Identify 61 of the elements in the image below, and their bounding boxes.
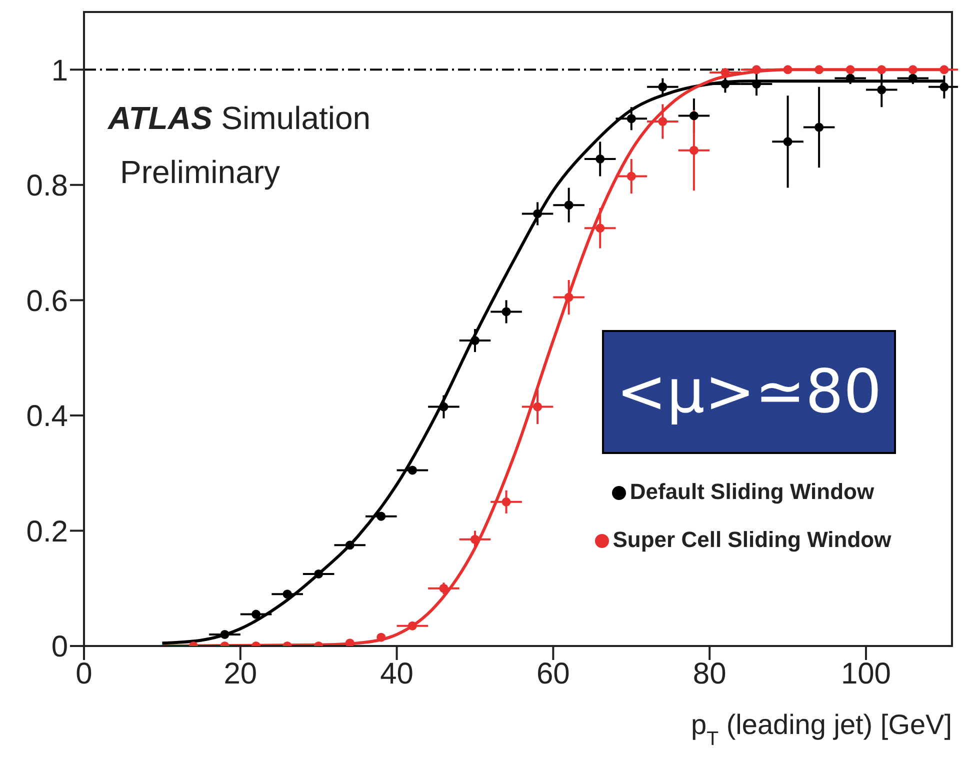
x-tick-label: 60 [536, 657, 570, 690]
point [470, 336, 480, 346]
x-tick-label: 20 [224, 657, 258, 690]
point [689, 146, 698, 155]
y-tick-label: 0 [51, 630, 68, 664]
point [908, 65, 918, 74]
point [376, 512, 386, 521]
point [408, 466, 417, 475]
point [877, 85, 886, 94]
y-tick-label: 0.4 [26, 400, 68, 434]
point [626, 172, 636, 181]
point [940, 65, 949, 74]
annotation: Preliminary [120, 154, 280, 191]
point [752, 65, 762, 74]
y-tick-label: 0.2 [26, 515, 68, 548]
point [689, 111, 698, 120]
point [720, 80, 730, 89]
point [783, 65, 792, 74]
point [376, 632, 386, 642]
point [658, 82, 668, 92]
y-tick-label: 0.6 [26, 284, 68, 318]
y-tick-label: 1 [51, 54, 68, 88]
point [814, 122, 824, 132]
point [596, 224, 605, 233]
x-tick-label: 100 [840, 657, 892, 690]
point [814, 65, 824, 74]
point [596, 154, 605, 164]
point [940, 82, 949, 92]
x-tick-label: 80 [692, 657, 726, 690]
x-tick-label: 0 [76, 657, 92, 690]
x-tick-label: 40 [380, 657, 414, 690]
point [470, 534, 480, 544]
point [626, 114, 636, 124]
point [345, 638, 354, 646]
legend-label: Default Sliding Window [630, 479, 874, 504]
point [345, 540, 354, 550]
point [502, 497, 511, 506]
point [564, 292, 574, 302]
annotation: <μ>≃80 [602, 330, 896, 454]
point [252, 610, 261, 619]
point [533, 402, 542, 412]
point [908, 74, 918, 83]
point [502, 307, 511, 316]
point [846, 65, 855, 74]
point [658, 117, 668, 126]
annotation: ATLAS Simulation [108, 100, 371, 137]
point [439, 402, 448, 412]
point [846, 74, 855, 83]
point [564, 200, 574, 210]
point [408, 621, 417, 630]
legend-label: Super Cell Sliding Window [612, 527, 892, 552]
point [282, 590, 292, 599]
point [439, 584, 448, 593]
point [314, 569, 324, 578]
point [877, 65, 886, 74]
point [533, 209, 542, 218]
point [752, 80, 762, 89]
y-tick-label: 0.8 [26, 170, 68, 203]
point [220, 630, 230, 639]
x-axis-title: p$_{T}$ (leading jet) [GeV] [691, 709, 952, 750]
point [783, 137, 792, 146]
